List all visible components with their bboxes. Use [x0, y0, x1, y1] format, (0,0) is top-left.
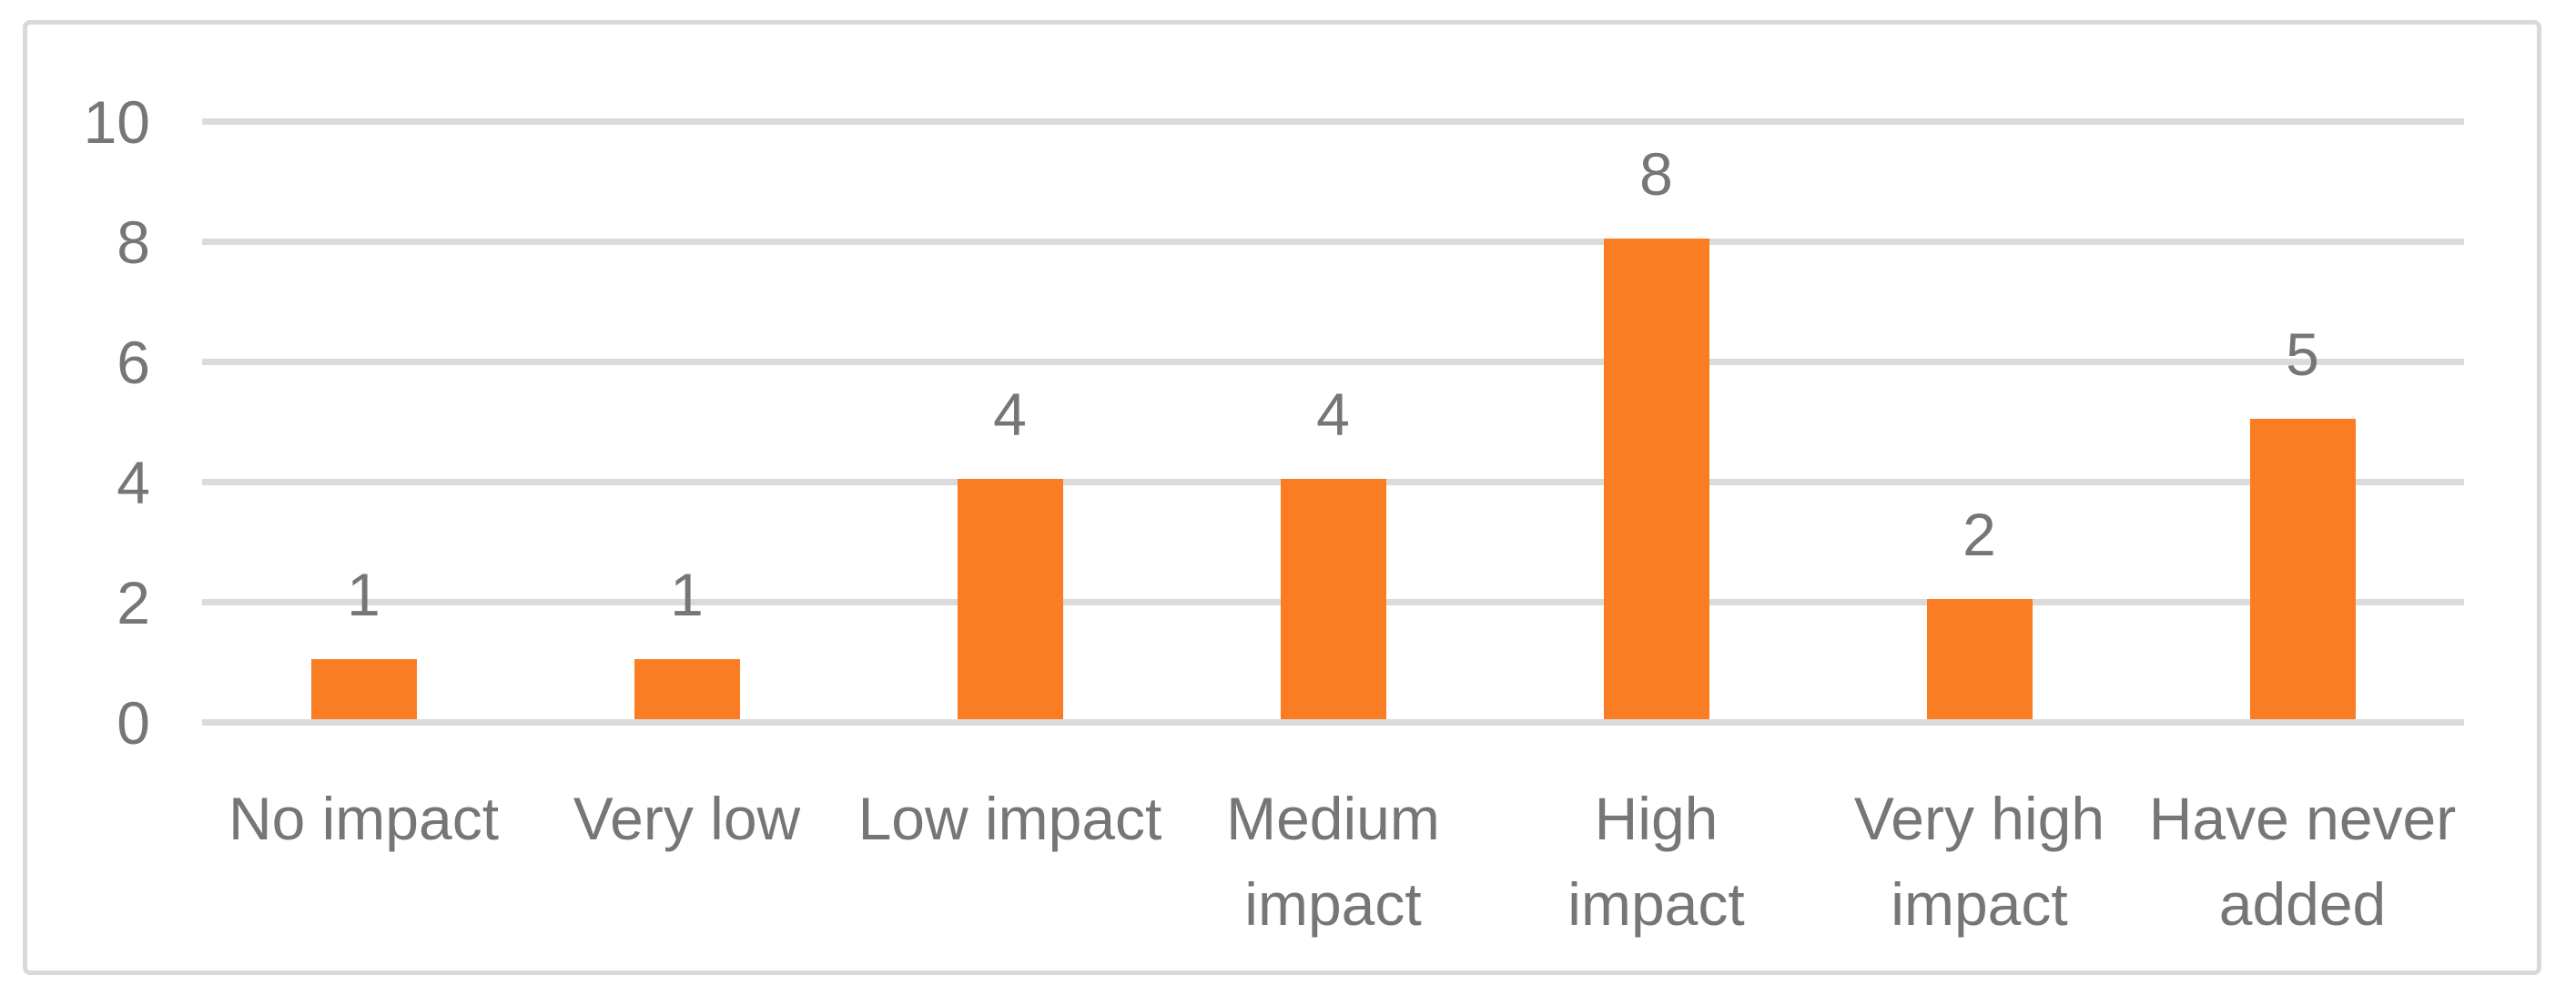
bar-slot: 5: [2141, 118, 2464, 726]
bar-low-impact: [957, 479, 1063, 719]
bar-value-label: 8: [1639, 140, 1673, 208]
bar-value-label: 2: [1962, 501, 1996, 568]
y-tick-label-8: 8: [117, 208, 150, 276]
bar-slot: 2: [1818, 118, 2141, 726]
bar-slot: 1: [202, 118, 525, 726]
bar-no-impact: [310, 659, 417, 719]
x-tick-label-have-never-added: Have never added: [2148, 785, 2457, 938]
bar-value-label: 4: [993, 381, 1027, 448]
bar-medium-impact: [1280, 479, 1386, 719]
gridline-y-0: [202, 719, 2464, 726]
bar-value-label: 1: [347, 561, 380, 628]
y-tick-label-10: 10: [83, 87, 150, 156]
bar-have-never-added: [2249, 419, 2356, 719]
bar-slot: 1: [525, 118, 848, 726]
plot-area: 1 1 4 4 8 2 5: [202, 118, 2464, 726]
y-tick-label-6: 6: [117, 328, 150, 396]
x-tick-label-medium-impact: Medium impact: [1226, 785, 1440, 938]
x-tick-label-very-low: Very low: [573, 785, 801, 852]
gridline-y-6: [202, 359, 2464, 365]
y-tick-label-0: 0: [117, 688, 150, 757]
bar-value-label: 5: [2286, 320, 2319, 388]
bar-high-impact: [1603, 239, 1709, 719]
gridline-y-8: [202, 239, 2464, 245]
bar-very-low: [634, 659, 740, 719]
bar-very-high-impact: [1926, 599, 2033, 719]
x-tick-label-very-high-impact: Very high impact: [1853, 785, 2105, 938]
x-tick-label-no-impact: No impact: [228, 785, 500, 852]
y-tick-label-4: 4: [117, 448, 150, 516]
x-tick-label-low-impact: Low impact: [857, 785, 1162, 852]
y-tick-label-2: 2: [117, 568, 150, 636]
bar-slot: 8: [1495, 118, 1818, 726]
bar-slot: 4: [1171, 118, 1495, 726]
bar-value-label: 4: [1316, 381, 1350, 448]
gridline-y-10: [202, 118, 2464, 125]
bar-slot: 4: [848, 118, 1171, 726]
bar-value-label: 1: [670, 561, 704, 628]
x-axis: No impact Very low Low impact Medium impact…: [202, 776, 2464, 958]
x-tick-label-high-impact: High impact: [1567, 785, 1745, 938]
